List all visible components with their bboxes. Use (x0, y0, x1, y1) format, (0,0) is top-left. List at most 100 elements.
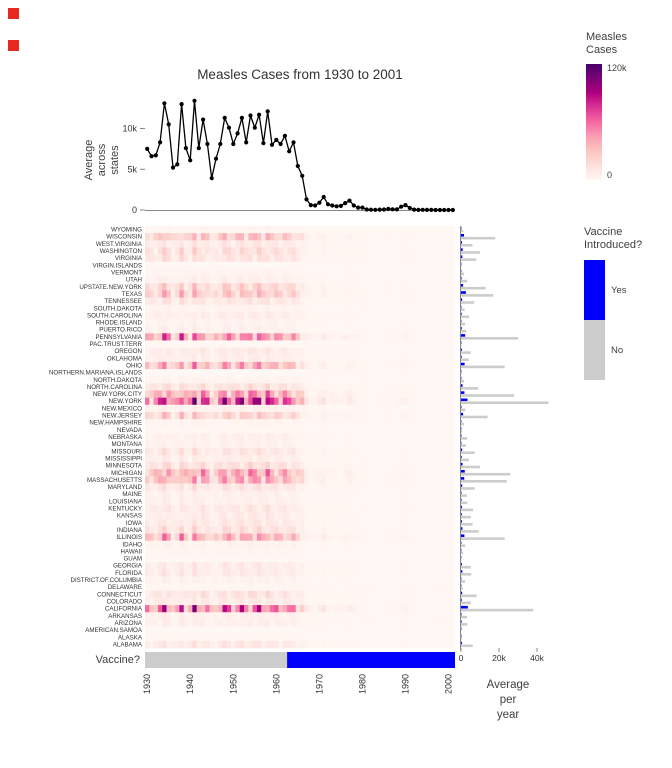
heatmap-cell (200, 419, 206, 427)
heatmap-cell (386, 597, 391, 606)
heatmap-cell (175, 454, 180, 463)
heatmap-cell (373, 454, 378, 463)
heatmap-cell (325, 426, 331, 434)
heatmap-cell (278, 276, 284, 284)
heatmap-cell (261, 419, 266, 427)
heatmap-cell (347, 490, 353, 499)
heatmap-cell (166, 276, 172, 284)
heatmap-cell (437, 254, 443, 263)
heatmap-cell (149, 240, 154, 248)
heatmap-cell (248, 419, 253, 427)
heatmap-cell (149, 526, 154, 534)
heatmap-cell (196, 261, 202, 270)
heatmap-cell (145, 297, 150, 306)
heatmap-cell (175, 605, 180, 613)
heatmap-cell (437, 411, 443, 420)
heatmap-cell (381, 433, 387, 441)
heatmap-cell (188, 268, 193, 277)
heatmap-cell (295, 612, 301, 620)
heatmap-cell (269, 533, 275, 542)
heatmap-cell (239, 612, 245, 620)
heatmap-cell (149, 404, 154, 413)
heatmap-cell (200, 533, 206, 542)
heatmap-cell (300, 376, 305, 384)
heatmap-cell (312, 533, 318, 542)
heatmap-cell (166, 462, 172, 470)
heatmap-cell (355, 240, 361, 248)
heatmap-cell (248, 361, 253, 370)
heatmap-cell (411, 476, 417, 484)
heatmap-cell (252, 226, 258, 234)
heatmap-cell (218, 469, 223, 477)
heatmap-cell (394, 340, 400, 348)
heatmap-cell (252, 276, 258, 284)
heatmap-cell (291, 540, 297, 549)
heatmap-cell (377, 440, 383, 449)
heatmap-cell (450, 283, 456, 291)
heatmap-cell (386, 311, 391, 320)
heatmap-cell (200, 612, 206, 620)
heatmap-cell (213, 469, 219, 477)
heatmap-cell (411, 526, 417, 534)
heatmap-cell (149, 411, 154, 420)
heatmap-cell (252, 555, 258, 563)
heatmap-cell (429, 433, 434, 441)
heatmap-cell (239, 369, 245, 377)
heatmap-cell (295, 483, 301, 491)
heatmap-cell (437, 569, 443, 577)
heatmap-cell (265, 354, 271, 363)
heatmap-cell (325, 512, 331, 520)
heatmap-cell (394, 411, 400, 420)
heatmap-cell (351, 440, 357, 449)
heatmap-cell (399, 411, 404, 420)
heatmap-cell (351, 347, 357, 356)
heatmap-cell (192, 512, 198, 520)
heatmap-cell (205, 633, 210, 642)
heatmap-cell (424, 261, 430, 270)
heatmap-cell (429, 562, 434, 570)
heatmap-cell (377, 404, 383, 413)
bar-post-vaccine (461, 384, 463, 387)
heatmap-cell (179, 540, 185, 549)
heatmap-cell (149, 397, 154, 406)
heatmap-cell (218, 612, 223, 620)
heatmap-cell (390, 555, 396, 563)
heatmap-cell (325, 326, 331, 334)
heatmap-cell (235, 454, 241, 463)
heatmap-cell (377, 247, 383, 255)
heatmap-cell (183, 268, 189, 277)
heatmap-cell (416, 326, 421, 334)
heatmap-cell (355, 519, 361, 527)
heatmap-cell (386, 397, 391, 406)
heatmap-cell (183, 619, 189, 627)
heatmap-cell (411, 605, 417, 613)
heatmap-cell (278, 497, 284, 506)
heatmap-cell (321, 547, 327, 556)
heatmap-cell (274, 283, 279, 291)
heatmap-cell (274, 333, 279, 341)
heatmap-cell (261, 440, 266, 449)
heatmap-cell (377, 576, 383, 584)
heatmap-cell (411, 276, 417, 284)
heatmap-cell (269, 276, 275, 284)
heatmap-cell (420, 462, 426, 470)
heatmap-cell (364, 254, 370, 263)
heatmap-cell (145, 555, 150, 563)
heatmap-cell (317, 583, 322, 592)
heatmap-cell (433, 519, 439, 527)
heatmap-cell (157, 576, 163, 584)
heatmap-cell (360, 268, 365, 277)
heatmap-cell (411, 426, 417, 434)
heatmap-cell (274, 397, 279, 406)
heatmap-cell (166, 226, 172, 234)
heatmap-cell (351, 247, 357, 255)
heatmap-cell (291, 512, 297, 520)
state-label: ARKANSAS (108, 613, 142, 620)
heatmap-cell (287, 605, 292, 613)
heatmap-cell (218, 297, 223, 306)
heatmap-cell (321, 490, 327, 499)
heatmap-cell (179, 483, 185, 491)
heatmap-cell (175, 590, 180, 599)
state-label: WYOMING (111, 227, 142, 234)
state-label: GUAM (123, 556, 142, 563)
